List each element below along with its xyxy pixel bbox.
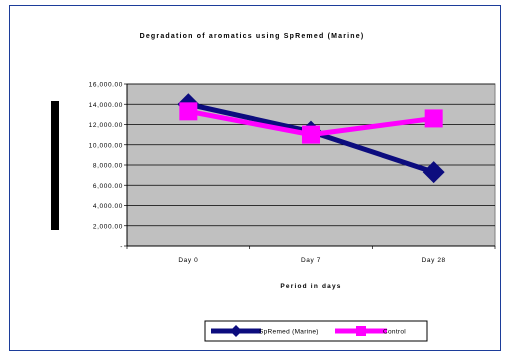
legend-box — [204, 320, 428, 342]
data-point — [179, 102, 198, 121]
y-tick-label: 16,000.00 — [89, 82, 123, 89]
y-tick-label: 2,000.00 — [93, 223, 123, 230]
y-tick-label: 8,000.00 — [93, 163, 123, 170]
legend: SpRemed (Marine) Control — [204, 320, 428, 342]
y-tick-label: 4,000.00 — [93, 203, 123, 210]
y-tick-label: 12,000.00 — [89, 122, 123, 129]
plot-area: - 2,000.00 4,000.00 6,000.00 8,000.00 10,000.… — [89, 82, 496, 264]
y-tick-label: 14,000.00 — [89, 102, 123, 109]
legend-label: Control — [383, 329, 406, 336]
y-axis-title-bar — [51, 101, 59, 230]
y-tick-label: 10,000.00 — [89, 142, 123, 149]
x-tick-label: Day 7 — [301, 257, 321, 264]
x-tick-label: Day 0 — [178, 257, 198, 264]
legend-label: SpRemed (Marine) — [259, 329, 319, 336]
y-tick-label: 6,000.00 — [93, 183, 123, 190]
data-point — [424, 109, 443, 128]
chart-title: Degradation of aromatics using SpRemed (… — [140, 33, 365, 40]
data-point — [302, 125, 320, 144]
data-point — [422, 161, 445, 184]
y-tick-label: - — [120, 244, 123, 251]
legend-marker — [356, 326, 366, 336]
x-tick-label: Day 28 — [422, 257, 446, 264]
x-axis-label: Period in days — [280, 283, 341, 290]
legend-marker — [230, 325, 242, 337]
